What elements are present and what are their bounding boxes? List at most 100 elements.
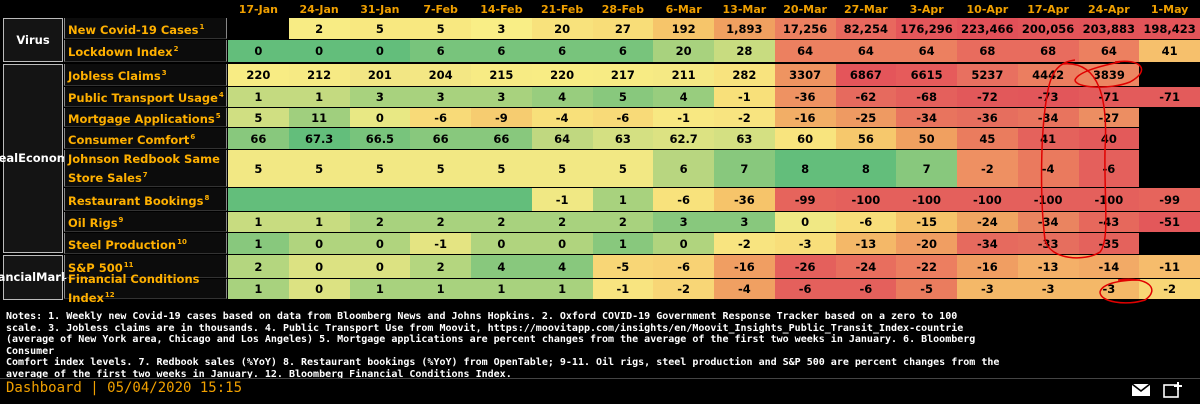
table-cell: 176,296 <box>896 18 957 39</box>
table-cell: 5 <box>349 18 411 39</box>
row-label: Financial Conditions Index12 <box>64 272 227 305</box>
dashboard-timestamp: Dashboard | 05/04/2020 15:15 <box>6 380 243 396</box>
table-cell: 220 <box>228 64 289 86</box>
row-label-footnote: 7 <box>142 170 148 179</box>
table-cell: -2 <box>1139 279 1200 299</box>
row-label: Oil Rigs9 <box>64 212 227 232</box>
table-cell: 41 <box>1017 128 1079 149</box>
row-label-text: Lockdown Index <box>68 44 173 59</box>
column-header: 27-Mar <box>844 2 888 16</box>
table-cell: -35 <box>1078 233 1140 254</box>
table-cell: 4 <box>471 255 532 278</box>
table-cell: -6 <box>774 279 836 299</box>
table-row: 2 0 0 2 4 4 -5 -6 -16 -26 -24 -22 -16 -13 -14 -11 <box>228 255 1200 278</box>
table-cell: 217 <box>592 64 654 86</box>
table-cell: 1,893 <box>714 18 775 39</box>
table-cell: 17,256 <box>774 18 836 39</box>
table-cell: 5 <box>471 150 532 187</box>
table-cell: -25 <box>835 108 897 127</box>
table-cell: 5 <box>410 18 471 39</box>
table-cell <box>1139 64 1200 86</box>
table-cell: 6 <box>592 40 654 62</box>
table-cell: 67.3 <box>288 128 350 149</box>
table-cell: 3307 <box>774 64 836 86</box>
table-cell: -5 <box>592 255 654 278</box>
table-cell: 2 <box>410 212 471 232</box>
table-cell: 64 <box>774 40 836 62</box>
table-cell: -11 <box>1139 255 1200 278</box>
table-cell: 20 <box>653 40 714 62</box>
section-label-line: Financial <box>0 270 37 284</box>
row-label-footnote: 1 <box>199 22 205 31</box>
mail-icon[interactable] <box>1130 382 1152 398</box>
table-cell: 63 <box>714 128 775 149</box>
table-cell: -14 <box>1078 255 1140 278</box>
table-cell: 0 <box>349 40 411 62</box>
table-cell: 6615 <box>896 64 957 86</box>
table-cell: 3839 <box>1078 64 1140 86</box>
table-cell: -6 <box>835 279 897 299</box>
table-cell: -62 <box>835 87 897 107</box>
table-cell <box>228 188 289 211</box>
table-cell: 3 <box>471 87 532 107</box>
table-cell: 5 <box>410 150 471 187</box>
row-label: Mortgage Applications5 <box>64 108 227 127</box>
table-cell: 2 <box>349 212 411 232</box>
table-cell <box>471 188 532 211</box>
table-cell: 5 <box>228 150 289 187</box>
table-cell: 2 <box>288 18 350 39</box>
add-icon[interactable] <box>1162 382 1184 398</box>
table-row: 0 0 0 6 6 6 6 20 28 64 64 64 68 68 64 41 <box>228 40 1200 62</box>
table-cell: -36 <box>714 188 775 211</box>
column-header: 24-Apr <box>1088 2 1130 16</box>
table-cell <box>1139 233 1200 254</box>
section-label: FinancialMarkets <box>0 255 88 300</box>
row-label-text: Jobless Claims <box>68 68 161 83</box>
row-label-text: Oil Rigs <box>68 215 118 230</box>
note-line: Notes: 1. Weekly new Covid-19 cases base… <box>6 311 958 322</box>
table-cell <box>228 18 289 39</box>
table-cell: -72 <box>957 87 1018 107</box>
table-cell: -6 <box>653 255 714 278</box>
table-cell: -4 <box>1017 150 1079 187</box>
table-cell: 68 <box>1017 40 1079 62</box>
note-line: scale. 3. Jobless claims are in thousand… <box>6 322 964 334</box>
table-cell: 5 <box>592 87 654 107</box>
table-cell: 1 <box>228 233 289 254</box>
table-cell: -34 <box>1017 212 1079 232</box>
table-cell: 68 <box>957 40 1018 62</box>
table-cell: 0 <box>288 40 350 62</box>
table-cell: 3 <box>349 87 411 107</box>
table-cell: 5 <box>349 150 411 187</box>
table-cell: 220 <box>531 64 593 86</box>
table-cell: -4 <box>531 108 593 127</box>
table-cell: -24 <box>957 212 1018 232</box>
row-label: Restaurant Bookings8 <box>64 188 227 211</box>
table-cell: 1 <box>471 279 532 299</box>
table-cell: 0 <box>349 255 411 278</box>
table-cell: 4 <box>653 87 714 107</box>
table-cell: 3 <box>471 18 532 39</box>
row-label-footnote: 9 <box>118 216 124 225</box>
row-label-text: Mortgage Applications <box>68 111 215 126</box>
table-cell: 0 <box>471 233 532 254</box>
column-header: 28-Feb <box>601 2 645 16</box>
column-header: 20-Mar <box>783 2 827 16</box>
table-cell: 1 <box>410 279 471 299</box>
table-cell: -27 <box>1078 108 1140 127</box>
table-cell: 5 <box>592 150 654 187</box>
table-cell: -34 <box>957 233 1018 254</box>
row-label: Lockdown Index2 <box>64 40 227 62</box>
note-line: (average of New York area, Chicago and L… <box>6 334 976 357</box>
table-cell: 66.5 <box>349 128 411 149</box>
table-cell: -34 <box>1017 108 1079 127</box>
row-label: Jobless Claims3 <box>64 64 227 86</box>
table-row: 5 11 0 -6 -9 -4 -6 -1 -2 -16 -25 -34 -36 -34 -27 <box>228 108 1200 127</box>
table-cell: -1 <box>410 233 471 254</box>
table-cell: -16 <box>774 108 836 127</box>
table-cell: 41 <box>1139 40 1200 62</box>
table-cell: -3 <box>774 233 836 254</box>
row-label-footnote: 4 <box>218 91 224 100</box>
column-header: 17-Apr <box>1027 2 1069 16</box>
column-headers: 17-Jan 24-Jan 31-Jan 7-Feb 14-Feb 21-Feb 28-Fe… <box>228 0 1200 18</box>
